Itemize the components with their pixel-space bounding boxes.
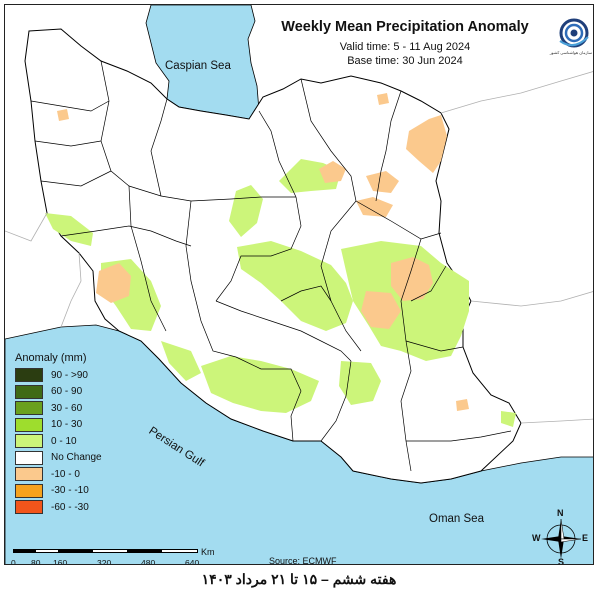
logo-text: سازمان هواشناسی کشور: [549, 50, 592, 55]
irimo-logo: سازمان هواشناسی کشور: [540, 17, 592, 77]
scale-tick: 640: [185, 558, 200, 565]
legend-label: 0 - 10: [51, 435, 77, 447]
compass-icon: N S E W: [532, 508, 589, 565]
scale-tick: 80: [31, 558, 41, 565]
base-time: Base time: 30 Jun 2024: [347, 55, 463, 67]
source-label: Source: ECMWF: [269, 556, 337, 565]
legend-item: No Change: [15, 450, 170, 467]
scale-tick: 480: [141, 558, 156, 565]
compass-south: S: [558, 557, 565, 565]
legend-swatch: [15, 384, 43, 399]
caspian-sea-label: Caspian Sea: [165, 60, 231, 72]
legend-label: 60 - 90: [51, 386, 83, 398]
logo-swirl-icon: [559, 18, 589, 48]
scale-tick: 0: [11, 558, 16, 565]
legend: Anomaly (mm) 90 - >90 60 - 90 30 - 60 10…: [15, 352, 170, 516]
legend-item: 30 - 60: [15, 400, 170, 417]
precipitation-map: [5, 5, 593, 564]
legend-swatch: [15, 500, 43, 515]
legend-label: 90 - >90: [51, 369, 88, 381]
legend-swatch: [15, 417, 43, 432]
legend-label: 30 - 60: [51, 402, 83, 414]
legend-swatch: [15, 368, 43, 383]
week-caption: هفته ششم – ۱۵ تا ۲۱ مرداد ۱۴۰۳: [201, 571, 397, 587]
oman-sea-label: Oman Sea: [429, 513, 484, 525]
legend-title: Anomaly (mm): [15, 352, 87, 364]
negative-anomaly-areas: [57, 93, 469, 411]
map-frame: Weekly Mean Precipitation Anomaly Valid …: [4, 4, 594, 565]
legend-swatch: [15, 401, 43, 416]
compass-east: E: [582, 533, 589, 543]
scale-tick: 320: [97, 558, 112, 565]
legend-swatch: [15, 483, 43, 498]
compass-north: N: [557, 508, 564, 518]
legend-item: 0 - 10: [15, 433, 170, 450]
scale-tick: 160: [53, 558, 68, 565]
legend-item: -10 - 0: [15, 466, 170, 483]
legend-label: -30 - -10: [51, 485, 89, 497]
legend-swatch: [15, 467, 43, 482]
positive-anomaly-areas: [45, 159, 516, 427]
map-title: Weekly Mean Precipitation Anomaly: [281, 19, 529, 35]
legend-label: 10 - 30: [51, 419, 83, 431]
legend-item: -60 - -30: [15, 499, 170, 516]
legend-label: No Change: [51, 452, 102, 464]
legend-label: -60 - -30: [51, 501, 89, 513]
legend-item: 90 - >90: [15, 367, 170, 384]
neighbor-borders: [5, 71, 593, 424]
legend-swatch: [15, 434, 43, 449]
legend-item: 60 - 90: [15, 384, 170, 401]
province-borders: [30, 60, 512, 472]
compass-west: W: [532, 533, 541, 543]
legend-item: 10 - 30: [15, 417, 170, 434]
legend-swatch: [15, 450, 43, 465]
legend-item: -30 - -10: [15, 483, 170, 500]
scale-bar-graphic: [13, 549, 198, 553]
legend-label: -10 - 0: [51, 468, 80, 480]
valid-time: Valid time: 5 - 11 Aug 2024: [339, 41, 471, 53]
scale-unit: Km: [201, 547, 215, 557]
